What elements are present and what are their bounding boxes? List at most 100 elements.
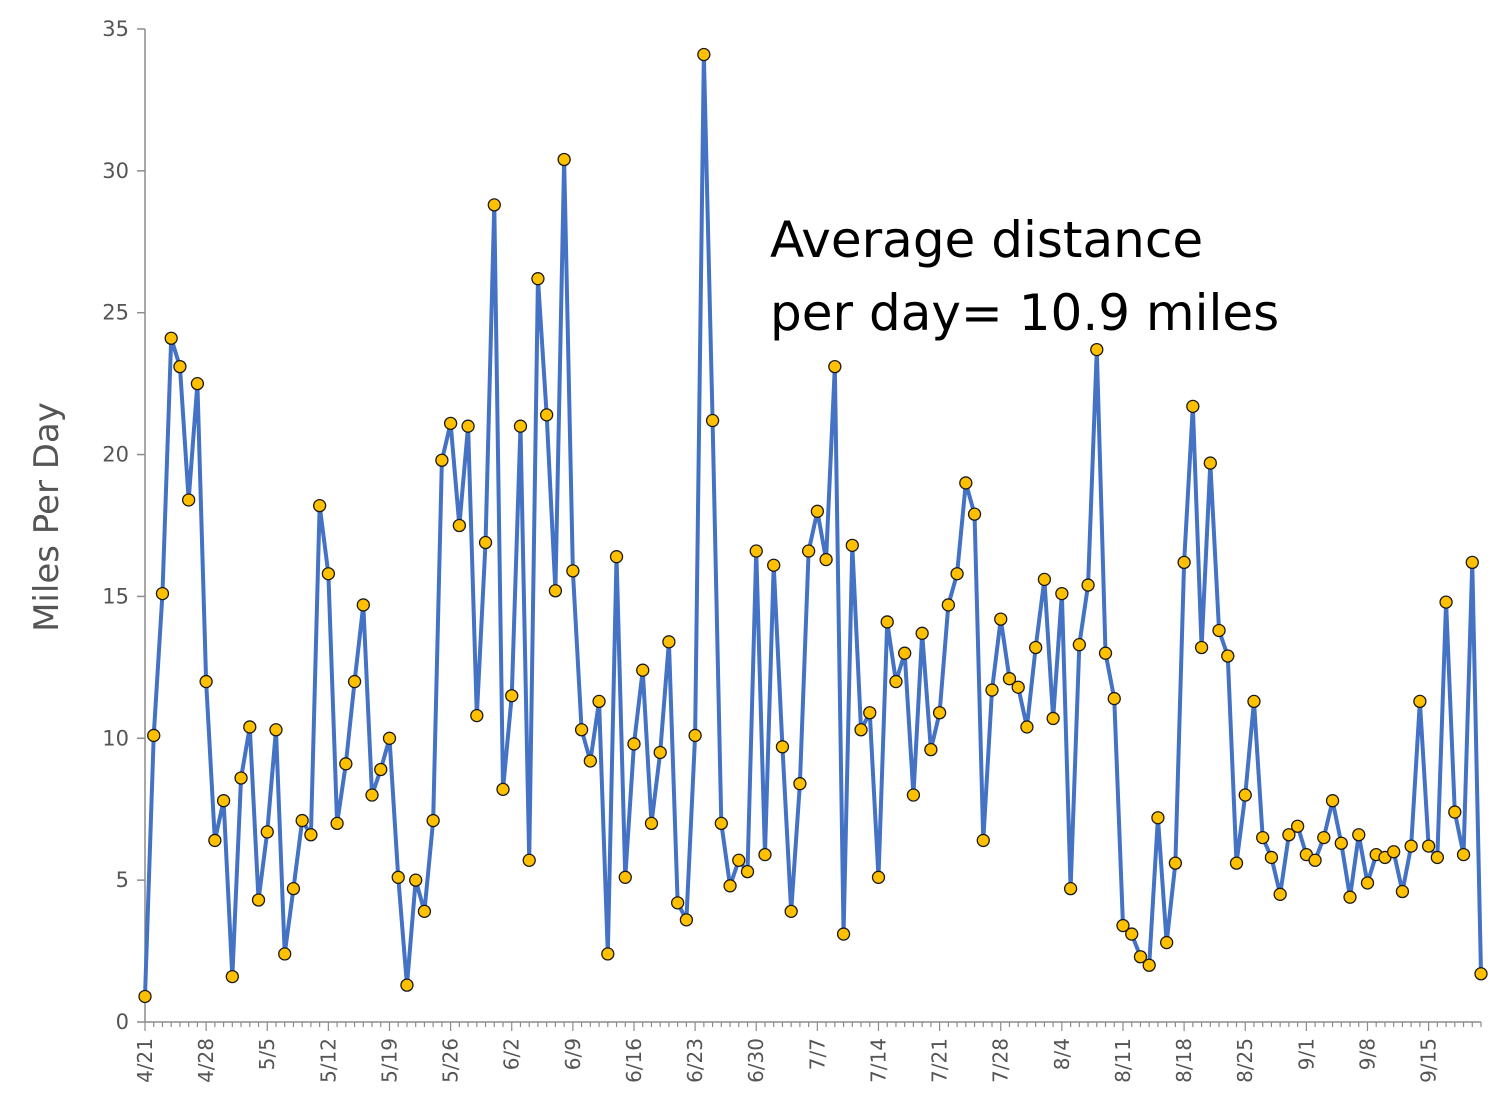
data-point (915, 626, 929, 640)
data-point (1177, 555, 1191, 570)
data-point (906, 788, 921, 802)
data-point (1133, 950, 1148, 964)
data-point (653, 745, 667, 760)
data-point (443, 416, 458, 431)
data-point (522, 853, 536, 867)
data-point (208, 833, 222, 848)
data-point (251, 893, 266, 907)
data-point (1264, 850, 1279, 865)
data-point (1029, 640, 1043, 655)
data-point (1081, 578, 1095, 592)
data-point (1194, 640, 1209, 655)
data-point (775, 740, 790, 754)
data-point (1151, 811, 1165, 825)
data-point (924, 742, 938, 757)
data-point (609, 550, 624, 564)
data-point (356, 598, 370, 612)
data-point (1046, 711, 1060, 726)
data-point (199, 674, 213, 689)
data-point (618, 870, 632, 884)
data-point (1116, 918, 1130, 933)
data-point (1011, 680, 1025, 694)
data-point (461, 419, 475, 433)
x-tick-label: 9/8 (1355, 1038, 1379, 1070)
y-axis-ticks: 0 5 10 15 20 25 30 35 (102, 17, 145, 1034)
data-point (1282, 828, 1296, 842)
data-point (688, 728, 702, 743)
data-point (382, 731, 397, 745)
data-point (784, 904, 798, 918)
data-point (1247, 694, 1261, 709)
data-point (1186, 399, 1200, 413)
data-point (697, 47, 711, 62)
data-point (644, 816, 659, 831)
x-axis-ticks: 4/21 4/28 5/5 5/12 5/19 5/26 6/2 6/9 6/16 6/23 6/3… (133, 1022, 1482, 1083)
data-point (216, 794, 231, 808)
data-point (182, 493, 196, 507)
data-point (1421, 839, 1436, 853)
data-point (845, 538, 859, 553)
data-point (548, 584, 563, 598)
data-point (932, 706, 947, 720)
data-point (478, 535, 493, 550)
data-point (941, 598, 955, 612)
data-point (583, 754, 597, 768)
data-point (164, 331, 178, 345)
x-tick-label: 7/7 (805, 1038, 829, 1070)
data-point (234, 771, 248, 785)
x-tick-label: 6/16 (622, 1038, 646, 1083)
data-point (391, 870, 405, 884)
data-point (1229, 856, 1244, 870)
data-point (1308, 853, 1322, 867)
data-point (365, 788, 379, 802)
data-point (243, 720, 257, 734)
data-point (566, 564, 580, 578)
data-point (496, 782, 510, 796)
data-point (574, 723, 589, 737)
data-point (225, 969, 239, 984)
data-point (880, 615, 894, 629)
data-point (714, 816, 728, 831)
data-point (269, 723, 283, 737)
data-point (1352, 828, 1366, 842)
x-tick-label: 9/15 (1417, 1038, 1441, 1083)
data-point (1160, 935, 1174, 950)
data-point (147, 728, 161, 743)
data-point (1387, 845, 1401, 859)
data-point (304, 828, 318, 842)
data-point (601, 947, 615, 961)
data-point (470, 708, 484, 723)
x-tick-label: 5/26 (439, 1038, 463, 1083)
data-point (898, 646, 912, 660)
data-point (1037, 572, 1052, 587)
data-point (950, 567, 964, 581)
series-line (143, 52, 1483, 997)
axes (144, 29, 1481, 1023)
data-point (330, 816, 344, 831)
data-point (417, 904, 432, 918)
data-point (819, 552, 833, 567)
data-point (810, 504, 825, 518)
data-point (854, 723, 868, 737)
data-point (190, 376, 205, 391)
data-points (138, 47, 1488, 1004)
data-point (1404, 839, 1418, 853)
data-point (155, 586, 170, 601)
data-point (1334, 836, 1348, 850)
data-point (286, 882, 301, 896)
x-tick-label: 4/21 (133, 1038, 157, 1083)
x-tick-label: 5/5 (255, 1038, 279, 1070)
data-point (1413, 694, 1427, 709)
data-point (1474, 967, 1488, 981)
data-point (347, 674, 362, 689)
data-point (1168, 856, 1183, 870)
x-tick-label: 6/30 (744, 1038, 768, 1083)
data-point (295, 813, 309, 828)
data-point (793, 777, 807, 791)
x-tick-label: 6/9 (561, 1038, 585, 1070)
x-tick-label: 4/28 (194, 1038, 218, 1083)
data-point (1343, 890, 1357, 904)
y-tick-label: 35 (102, 17, 129, 41)
